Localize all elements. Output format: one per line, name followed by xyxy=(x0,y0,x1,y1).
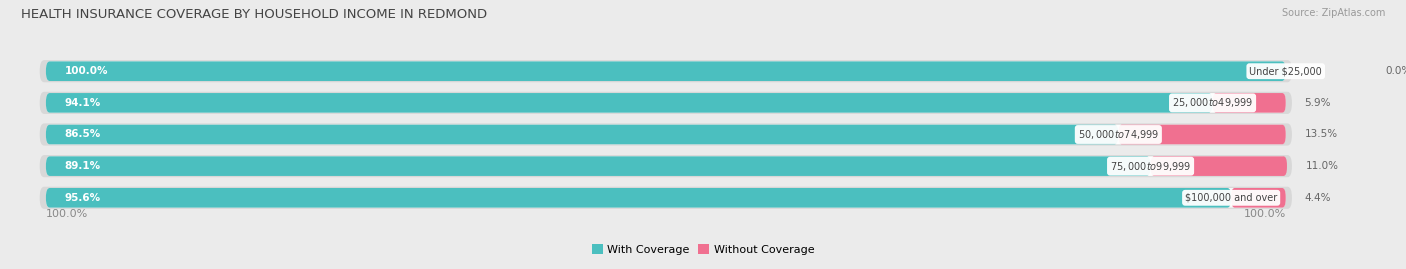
FancyBboxPatch shape xyxy=(1150,156,1286,176)
FancyBboxPatch shape xyxy=(1212,93,1285,113)
FancyBboxPatch shape xyxy=(46,125,1285,144)
Text: 94.1%: 94.1% xyxy=(65,98,101,108)
Text: 86.5%: 86.5% xyxy=(65,129,101,140)
Text: 100.0%: 100.0% xyxy=(65,66,108,76)
FancyBboxPatch shape xyxy=(39,155,1292,177)
FancyBboxPatch shape xyxy=(1232,188,1285,208)
FancyBboxPatch shape xyxy=(46,93,1212,113)
Text: Source: ZipAtlas.com: Source: ZipAtlas.com xyxy=(1281,8,1385,18)
FancyBboxPatch shape xyxy=(46,156,1150,176)
FancyBboxPatch shape xyxy=(46,188,1285,208)
Text: Under $25,000: Under $25,000 xyxy=(1250,66,1322,76)
FancyBboxPatch shape xyxy=(46,93,1285,113)
Text: 100.0%: 100.0% xyxy=(1243,209,1285,219)
FancyBboxPatch shape xyxy=(46,156,1285,176)
FancyBboxPatch shape xyxy=(46,61,1285,81)
Text: 89.1%: 89.1% xyxy=(65,161,101,171)
FancyBboxPatch shape xyxy=(39,187,1292,209)
Text: $25,000 to $49,999: $25,000 to $49,999 xyxy=(1173,96,1253,109)
FancyBboxPatch shape xyxy=(39,60,1292,82)
Text: $100,000 and over: $100,000 and over xyxy=(1185,193,1277,203)
FancyBboxPatch shape xyxy=(39,123,1292,146)
FancyBboxPatch shape xyxy=(46,61,1285,81)
FancyBboxPatch shape xyxy=(1118,125,1285,144)
FancyBboxPatch shape xyxy=(46,125,1118,144)
FancyBboxPatch shape xyxy=(39,92,1292,114)
Legend: With Coverage, Without Coverage: With Coverage, Without Coverage xyxy=(592,245,814,255)
Text: 0.0%: 0.0% xyxy=(1385,66,1406,76)
FancyBboxPatch shape xyxy=(46,188,1232,208)
Text: 11.0%: 11.0% xyxy=(1306,161,1339,171)
Text: $75,000 to $99,999: $75,000 to $99,999 xyxy=(1109,160,1191,173)
Text: 95.6%: 95.6% xyxy=(65,193,101,203)
Text: 4.4%: 4.4% xyxy=(1305,193,1331,203)
Text: 13.5%: 13.5% xyxy=(1305,129,1337,140)
Text: $50,000 to $74,999: $50,000 to $74,999 xyxy=(1078,128,1159,141)
Text: HEALTH INSURANCE COVERAGE BY HOUSEHOLD INCOME IN REDMOND: HEALTH INSURANCE COVERAGE BY HOUSEHOLD I… xyxy=(21,8,488,21)
Text: 5.9%: 5.9% xyxy=(1305,98,1331,108)
Text: 100.0%: 100.0% xyxy=(46,209,89,219)
